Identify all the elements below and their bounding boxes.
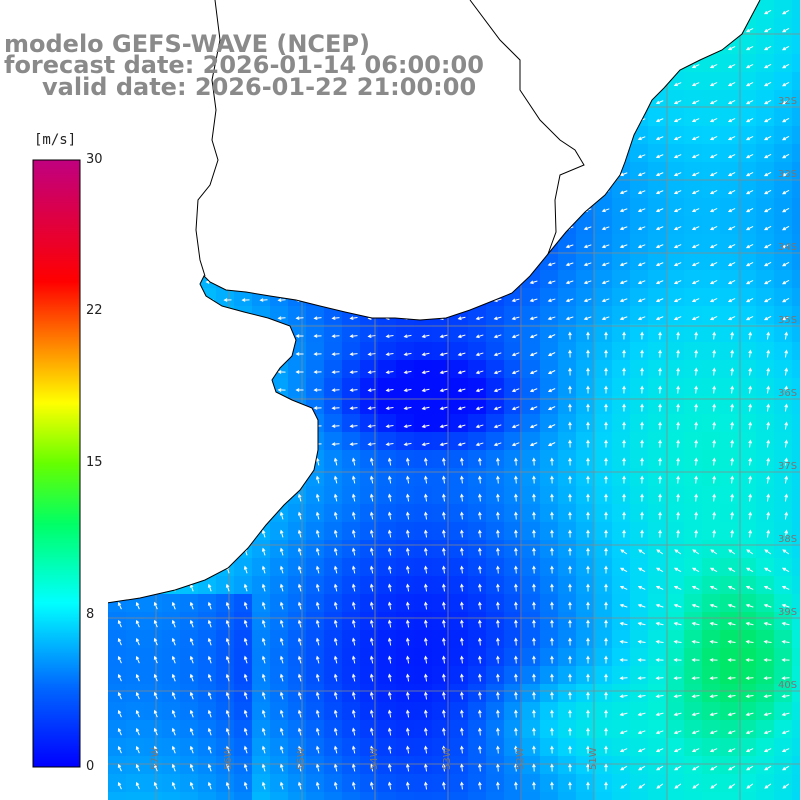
lon-label: 52W: [515, 747, 526, 770]
title-model: modelo GEFS-WAVE (NCEP): [4, 30, 370, 58]
lat-label: 36S: [778, 388, 797, 399]
lon-label: 56W: [223, 747, 234, 770]
lat-label: 37S: [778, 461, 797, 472]
lat-label: 39S: [778, 607, 797, 618]
lon-label: 57W: [150, 747, 161, 770]
colorbar-tick-15: 15: [86, 455, 103, 470]
colorbar-tick-22: 22: [86, 303, 103, 318]
lat-label: 32S: [778, 96, 797, 107]
title-valid-date: valid date: 2026-01-22 21:00:00: [42, 73, 477, 101]
lat-label: 34S: [778, 242, 797, 253]
lat-label: 40S: [778, 680, 797, 691]
colorbar: [0, 110, 108, 800]
lat-label: 33S: [778, 169, 797, 180]
lat-label: 35S: [778, 315, 797, 326]
lon-label: 53W: [442, 747, 453, 770]
axis-tick-labels: 32S33S34S35S36S37S38S39S40S59W58W57W56W5…: [4, 96, 797, 770]
colorbar-tick-30: 30: [86, 152, 103, 167]
lat-label: 38S: [778, 534, 797, 545]
title-forecast-date: forecast date: 2026-01-14 06:00:00: [4, 51, 484, 79]
colorbar-tick-0: 0: [86, 759, 95, 774]
colorbar-tick-8: 8: [86, 607, 95, 622]
colorbar-gradient: [32, 159, 81, 768]
lon-label: 51W: [588, 747, 599, 770]
lon-label: 55W: [296, 747, 307, 770]
lon-label: 54W: [369, 747, 380, 770]
colorbar-unit: [m/s]: [34, 132, 77, 148]
coastline: [0, 0, 761, 619]
